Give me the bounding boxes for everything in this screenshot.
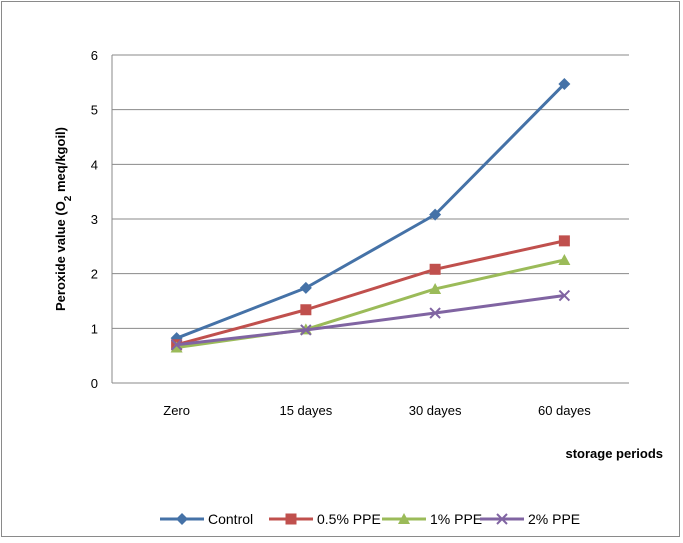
data-point <box>558 77 571 90</box>
series-lines <box>170 77 571 353</box>
data-point <box>429 263 441 275</box>
x-tick-label: Zero <box>163 403 190 418</box>
data-point <box>429 208 442 221</box>
y-axis-ticks: 0 1 2 3 4 5 6 <box>91 48 98 391</box>
data-point <box>300 304 312 316</box>
data-point <box>299 281 312 294</box>
data-point <box>429 307 441 319</box>
legend-marker <box>496 513 508 525</box>
legend-item: 2% PPE <box>480 511 580 527</box>
y-tick-label: 4 <box>91 157 98 172</box>
x-tick-label: 60 dayes <box>538 403 591 418</box>
data-point <box>558 254 571 265</box>
legend-item: 1% PPE <box>382 511 482 527</box>
y-axis-label: Peroxide value (O2 meq/kgoil) <box>53 127 74 311</box>
legend-marker <box>398 513 410 524</box>
data-point <box>558 289 571 302</box>
legend-item: 0.5% PPE <box>269 511 381 527</box>
x-tick-label: 30 dayes <box>409 403 462 418</box>
legend-label: 2% PPE <box>528 511 580 527</box>
y-tick-label: 2 <box>91 267 98 282</box>
legend-marker <box>176 513 188 525</box>
legend-marker <box>285 513 297 525</box>
legend: Control 0.5% PPE 1% PPE 2% PPE <box>160 511 580 527</box>
legend-label: 0.5% PPE <box>317 511 381 527</box>
data-point <box>558 235 570 247</box>
data-point <box>170 341 183 353</box>
y-tick-label: 1 <box>91 321 98 336</box>
y-tick-label: 5 <box>91 103 98 118</box>
series-2-ppe <box>170 289 571 351</box>
legend-label: 1% PPE <box>430 511 482 527</box>
x-axis-label: storage periods <box>565 446 663 461</box>
data-point <box>429 282 442 294</box>
x-axis-ticks: Zero 15 dayes 30 dayes 60 dayes <box>163 403 591 418</box>
series-line-0-5-ppe <box>176 239 565 347</box>
x-tick-label: 15 dayes <box>279 403 332 418</box>
legend-label: Control <box>208 511 253 527</box>
legend-item: Control <box>160 511 253 527</box>
series-line-control <box>176 82 566 340</box>
data-point <box>170 339 183 351</box>
y-tick-label: 3 <box>91 212 98 227</box>
y-tick-label: 6 <box>91 48 98 63</box>
y-tick-label: 0 <box>91 376 98 391</box>
series-line-2-ppe <box>176 294 565 347</box>
data-point <box>300 324 312 336</box>
